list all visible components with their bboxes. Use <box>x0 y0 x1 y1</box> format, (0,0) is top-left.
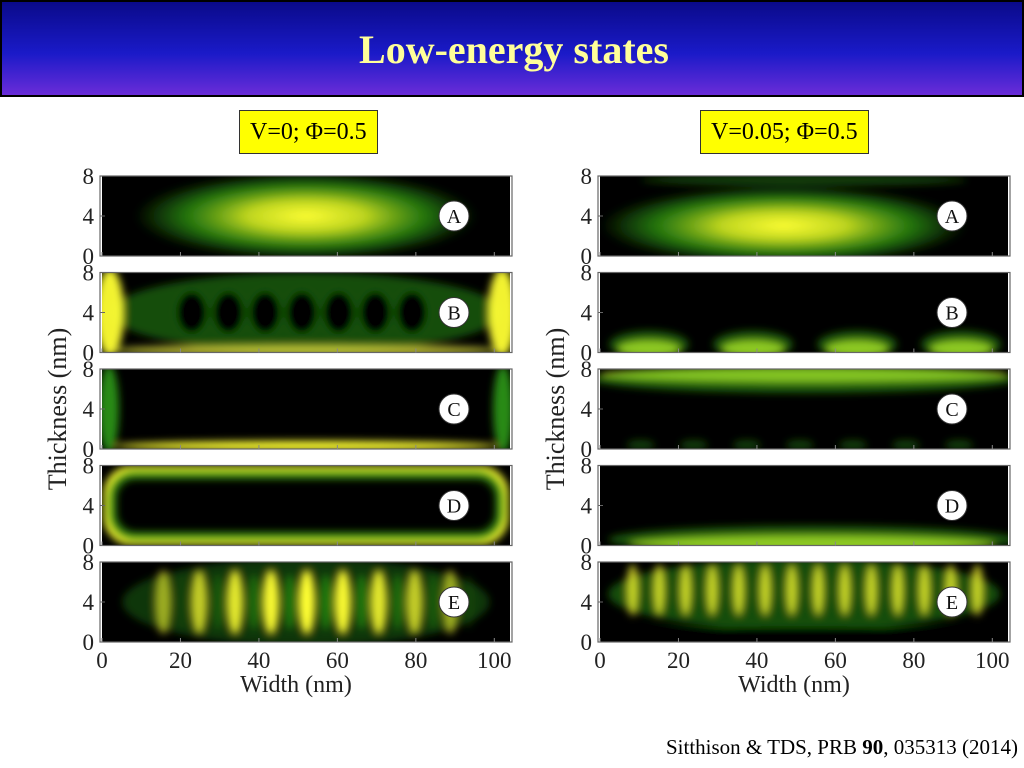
density-map-lower-blob <box>600 176 1008 256</box>
x-tick-label: 80 <box>902 648 925 673</box>
citation-volume: 90 <box>862 735 884 759</box>
y-tick-label: 8 <box>581 550 593 575</box>
density-lobe <box>134 176 478 256</box>
citation-suffix: , 035313 (2014) <box>883 735 1018 759</box>
panel-badge <box>936 200 968 232</box>
density-map-bottom-arc <box>600 465 1008 546</box>
y-tick-label: 8 <box>83 454 95 479</box>
panel-badge <box>438 490 470 521</box>
figure-left: 0 4 8 A 0 4 8 B 0 4 8 C 0 4 8 D 0 4 8 E 0 20 40 60 80 100 Width (n… <box>40 168 520 708</box>
citation-prefix: Sitthison & TDS, PRB <box>665 735 863 759</box>
y-tick-label: 8 <box>83 261 95 286</box>
density-map-bottom-line <box>102 369 510 449</box>
y-tick-label: 8 <box>581 357 593 382</box>
x-axis-label: Width (nm) <box>240 672 352 698</box>
panel-label: D <box>447 496 461 518</box>
x-tick-label: 60 <box>824 648 847 673</box>
y-tick-label: 4 <box>83 397 95 422</box>
condition-label-right: V=0.05; Φ=0.5 <box>700 110 869 154</box>
y-tick-label: 0 <box>581 437 593 462</box>
panel-label: A <box>447 206 462 228</box>
panel-badge <box>936 297 968 328</box>
density-map-bottom-bumps <box>600 272 1008 353</box>
x-tick-label: 80 <box>404 648 427 673</box>
citation: Sitthison & TDS, PRB 90, 035313 (2014) <box>666 735 1018 760</box>
panel-label: B <box>945 303 958 325</box>
figure-right: 0 4 8 A 0 4 8 B 0 4 8 C 0 4 8 D 0 4 8 E 0 20 40 60 80 100 Width (n… <box>538 168 1018 708</box>
y-tick-label: 0 <box>83 437 95 462</box>
x-tick-label: 20 <box>169 648 192 673</box>
density-map-dense-stripes <box>600 562 1008 642</box>
y-tick-label: 0 <box>83 341 95 366</box>
panel-label: B <box>447 303 460 325</box>
y-tick-label: 4 <box>83 204 95 229</box>
panel-badge <box>438 393 470 425</box>
y-tick-label: 4 <box>581 590 593 615</box>
y-tick-label: 8 <box>581 454 593 479</box>
y-tick-label: 0 <box>581 244 593 269</box>
panel-label: D <box>945 496 959 518</box>
y-tick-label: 8 <box>581 261 593 286</box>
y-tick-label: 4 <box>83 494 95 519</box>
y-tick-label: 8 <box>581 168 593 189</box>
density-maps-right: 0 4 8 A 0 4 8 B 0 4 8 C 0 4 8 D 0 4 8 E 0 20 40 60 80 100 Width (n… <box>541 168 1011 698</box>
panel-label: C <box>447 399 460 421</box>
density-map-vertical-stripes <box>102 562 510 642</box>
panel-badge <box>936 490 968 521</box>
y-axis-label: Thickness (nm) <box>43 328 72 490</box>
x-tick-label: 40 <box>745 648 768 673</box>
panel-badge <box>438 297 470 328</box>
slide-title: Low-energy states <box>359 27 669 72</box>
y-tick-label: 0 <box>581 341 593 366</box>
panel-badge <box>438 200 470 232</box>
y-tick-label: 0 <box>581 630 593 655</box>
x-tick-label: 0 <box>96 648 108 673</box>
y-tick-label: 4 <box>83 301 95 326</box>
y-tick-label: 0 <box>83 534 95 559</box>
x-tick-label: 60 <box>326 648 349 673</box>
panel-label: E <box>946 592 958 614</box>
density-map-ring-perimeter <box>102 465 510 546</box>
panel-badge <box>438 586 470 618</box>
condition-label-left: V=0; Φ=0.5 <box>239 110 378 154</box>
y-tick-label: 0 <box>83 244 95 269</box>
panel-badge <box>936 393 968 425</box>
y-tick-label: 4 <box>581 301 593 326</box>
panel-badge <box>936 586 968 618</box>
title-bar: Low-energy states <box>0 0 1024 97</box>
x-axis-label: Width (nm) <box>738 672 850 698</box>
panel-label: C <box>945 399 958 421</box>
y-tick-label: 4 <box>581 397 593 422</box>
panel-label: E <box>448 592 460 614</box>
x-tick-label: 40 <box>247 648 270 673</box>
y-tick-label: 4 <box>581 494 593 519</box>
density-lobe <box>600 185 968 256</box>
y-tick-label: 0 <box>83 630 95 655</box>
y-tick-label: 8 <box>83 168 95 189</box>
y-tick-label: 4 <box>83 590 95 615</box>
y-tick-label: 4 <box>581 204 593 229</box>
y-tick-label: 8 <box>83 357 95 382</box>
density-map-edges-with-lobes <box>102 272 510 353</box>
density-maps-left: 0 4 8 A 0 4 8 B 0 4 8 C 0 4 8 D 0 4 8 E 0 20 40 60 80 100 Width (n… <box>43 168 513 698</box>
x-tick-label: 100 <box>477 648 512 673</box>
x-tick-label: 100 <box>975 648 1010 673</box>
x-tick-label: 0 <box>594 648 606 673</box>
y-tick-label: 0 <box>581 534 593 559</box>
y-tick-label: 8 <box>83 550 95 575</box>
y-axis-label: Thickness (nm) <box>541 328 570 490</box>
panel-label: A <box>945 206 960 228</box>
x-tick-label: 20 <box>667 648 690 673</box>
